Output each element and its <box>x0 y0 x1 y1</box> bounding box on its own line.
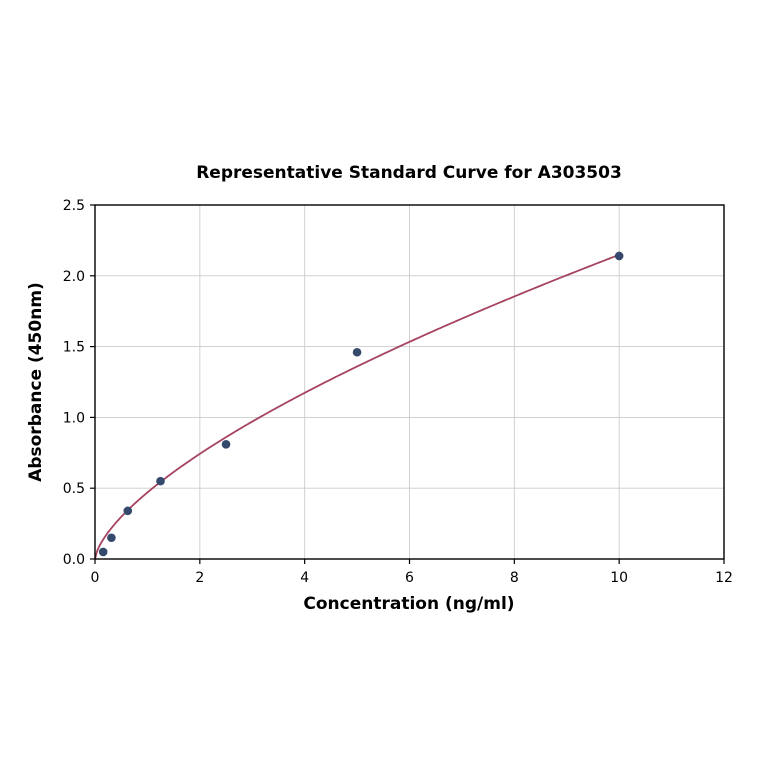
x-tick-label: 2 <box>195 570 204 586</box>
x-tick-label: 10 <box>610 570 628 586</box>
y-tick-label: 2.0 <box>63 269 85 285</box>
chart-title: Representative Standard Curve for A30350… <box>196 163 622 183</box>
grid-lines <box>95 205 724 559</box>
x-tick-label: 4 <box>300 570 309 586</box>
plot-area: 0 2 4 6 8 10 12 0.0 0.5 1.0 1.5 2.0 2.5 <box>63 198 733 586</box>
y-tick-label: 1.0 <box>63 410 85 426</box>
data-points <box>98 251 624 557</box>
y-tick-label: 2.5 <box>63 198 85 214</box>
data-point <box>352 347 362 357</box>
data-point <box>98 547 108 557</box>
data-point <box>123 506 133 516</box>
data-point <box>614 251 624 261</box>
fit-curve-line <box>94 253 620 560</box>
y-tick-label: 1.5 <box>63 340 85 356</box>
data-point <box>107 533 116 543</box>
data-point <box>221 440 231 449</box>
x-tick-label: 0 <box>91 570 100 586</box>
x-axis-label: Concentration (ng/ml) <box>303 594 514 614</box>
data-point <box>156 476 165 486</box>
x-tick-label: 12 <box>715 570 733 586</box>
y-tick-label: 0.5 <box>63 481 85 497</box>
x-tick-label: 8 <box>510 570 519 586</box>
y-axis-label: Absorbance (450nm) <box>26 282 46 482</box>
x-tick-label: 6 <box>405 570 414 586</box>
axis-ticks <box>90 204 725 564</box>
y-tick-label: 0.0 <box>63 552 85 568</box>
